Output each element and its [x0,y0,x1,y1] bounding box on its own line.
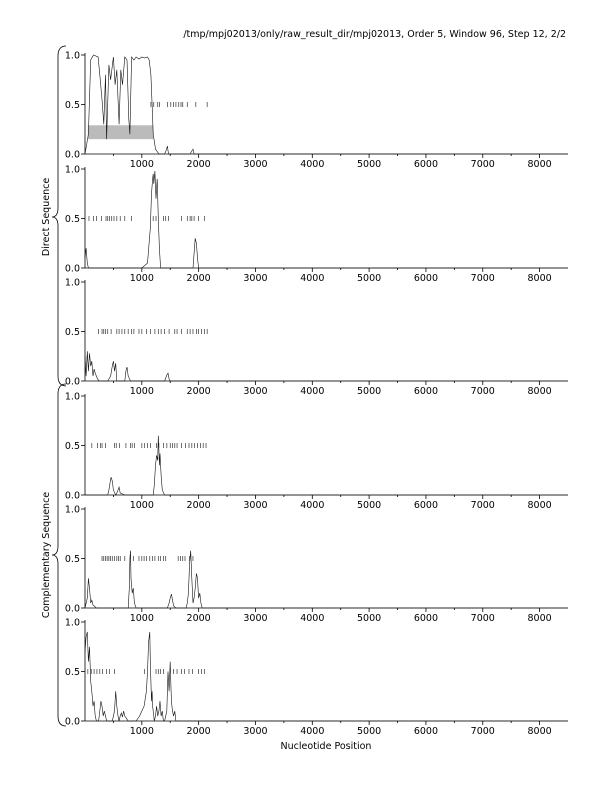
panel-2: 0.0 0.5 1.0 1000 2000 3000 4000 5000 6000 7000 800… [65,165,568,284]
x-tick-label: 3000 [243,726,267,737]
chart-title: /tmp/mpj02013/only/raw_result_dir/mpj020… [183,29,566,40]
x-tick-label: 5000 [357,273,381,284]
coding-probability-line [84,170,568,269]
group-brace-complementary [51,383,67,727]
y-tick-label: 0.0 [65,717,80,728]
x-tick-label: 5000 [357,386,381,397]
x-tick-label: 8000 [527,500,551,511]
panel-4: 0.0 0.5 1.0 1000 2000 3000 4000 5000 6000 7000 800… [65,392,568,511]
x-tick-label: 3000 [243,273,267,284]
coding-probability-line [84,351,568,382]
x-tick-label: 1000 [130,159,154,170]
y-tick-label: 0.0 [65,491,80,502]
y-tick-label: 1.0 [65,618,80,629]
y-tick-label: 0.5 [65,667,80,678]
plot-panels: 0.0 0.5 1.0 1000 2000 3000 4000 5000 6000 7000 800… [65,51,568,737]
x-tick-label: 6000 [414,386,438,397]
y-tick-label: 0.5 [65,441,80,452]
y-tick-label: 1.0 [65,505,80,516]
coding-probability-line [85,435,568,496]
x-tick-label: 4000 [300,726,324,737]
x-tick-label: 4000 [300,159,324,170]
x-tick-label: 5000 [357,159,381,170]
x-tick-label: 2000 [187,159,211,170]
x-tick-label: 3000 [243,159,267,170]
x-tick-label: 8000 [527,386,551,397]
group-brace-direct [51,45,67,387]
y-tick-label: 1.0 [65,51,80,62]
x-tick-label: 1000 [130,726,154,737]
x-tick-label: 1000 [130,273,154,284]
x-tick-label: 3000 [243,613,267,624]
panel-6: 0.0 0.5 1.0 1000 2000 3000 4000 5000 6000 7000 800… [65,618,568,737]
y-tick-label: 0.5 [65,214,80,225]
x-tick-label: 2000 [187,613,211,624]
y-tick-label: 0.5 [65,327,80,338]
x-tick-label: 7000 [471,386,495,397]
x-tick-label: 6000 [414,159,438,170]
x-tick-label: 8000 [527,613,551,624]
x-tick-label: 2000 [187,273,211,284]
x-tick-label: 3000 [243,386,267,397]
x-tick-label: 4000 [300,500,324,511]
x-tick-label: 4000 [300,613,324,624]
x-tick-label: 4000 [300,273,324,284]
x-tick-label: 1000 [130,613,154,624]
x-tick-label: 3000 [243,500,267,511]
y-tick-label: 1.0 [65,278,80,289]
y-tick-label: 0.5 [65,100,80,111]
x-tick-label: 6000 [414,500,438,511]
panel-5: 0.0 0.5 1.0 1000 2000 3000 4000 5000 6000 7000 800… [65,505,568,624]
y-tick-label: 0.0 [65,264,80,275]
y-tick-label: 0.5 [65,554,80,565]
x-axis-label: Nucleotide Position [281,741,372,752]
coding-probability-line [84,54,568,155]
x-tick-label: 7000 [471,726,495,737]
x-tick-label: 2000 [187,500,211,511]
x-tick-label: 7000 [471,273,495,284]
y-tick-label: 1.0 [65,392,80,403]
x-tick-label: 6000 [414,273,438,284]
x-tick-label: 8000 [527,273,551,284]
x-tick-label: 5000 [357,726,381,737]
x-tick-label: 7000 [471,613,495,624]
x-tick-label: 5000 [357,613,381,624]
group-label-complementary: Complementary Sequence [41,492,52,618]
gene-region-box [87,125,154,140]
y-tick-label: 0.0 [65,150,80,161]
x-tick-label: 7000 [471,500,495,511]
y-tick-label: 1.0 [65,165,80,176]
x-tick-label: 1000 [130,386,154,397]
group-label-direct: Direct Sequence [41,178,52,256]
coding-probability-line [84,550,568,609]
panel-3: 0.0 0.5 1.0 1000 2000 3000 4000 5000 6000 7000 800… [65,278,568,397]
x-tick-label: 2000 [187,386,211,397]
x-tick-label: 2000 [187,726,211,737]
x-tick-label: 8000 [527,159,551,170]
x-tick-label: 1000 [130,500,154,511]
y-tick-label: 0.0 [65,377,80,388]
x-tick-label: 5000 [357,500,381,511]
panel-1: 0.0 0.5 1.0 1000 2000 3000 4000 5000 6000 7000 800… [65,51,568,170]
x-tick-label: 4000 [300,386,324,397]
coding-probability-line [84,631,568,722]
x-tick-label: 7000 [471,159,495,170]
x-tick-label: 8000 [527,726,551,737]
x-tick-label: 6000 [414,726,438,737]
y-tick-label: 0.0 [65,604,80,615]
x-tick-label: 6000 [414,613,438,624]
